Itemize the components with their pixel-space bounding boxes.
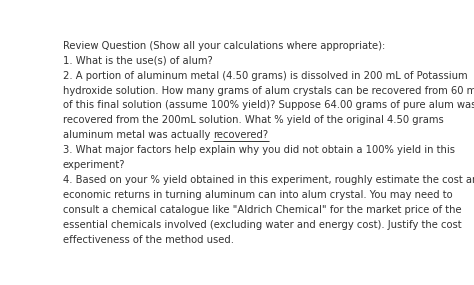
Text: consult a chemical catalogue like "Aldrich Chemical" for the market price of the: consult a chemical catalogue like "Aldri… xyxy=(63,205,462,215)
Text: recovered?: recovered? xyxy=(213,130,269,140)
Text: essential chemicals involved (excluding water and energy cost). Justify the cost: essential chemicals involved (excluding … xyxy=(63,220,462,230)
Text: 4. Based on your % yield obtained in this experiment, roughly estimate the cost : 4. Based on your % yield obtained in thi… xyxy=(63,175,474,185)
Text: Review Question (Show all your calculations where appropriate):: Review Question (Show all your calculati… xyxy=(63,41,385,51)
Text: recovered from the 200mL solution. What % yield of the original 4.50 grams: recovered from the 200mL solution. What … xyxy=(63,115,444,125)
Text: of this final solution (assume 100% yield)? Suppose 64.00 grams of pure alum was: of this final solution (assume 100% yiel… xyxy=(63,101,474,111)
Text: experiment?: experiment? xyxy=(63,160,126,170)
Text: 2. A portion of aluminum metal (4.50 grams) is dissolved in 200 mL of Potassium: 2. A portion of aluminum metal (4.50 gra… xyxy=(63,71,467,81)
Text: effectiveness of the method used.: effectiveness of the method used. xyxy=(63,235,234,245)
Text: aluminum metal was actually: aluminum metal was actually xyxy=(63,130,213,140)
Text: hydroxide solution. How many grams of alum crystals can be recovered from 60 mL: hydroxide solution. How many grams of al… xyxy=(63,86,474,95)
Text: 3. What major factors help explain why you did not obtain a 100% yield in this: 3. What major factors help explain why y… xyxy=(63,145,455,155)
Text: 1. What is the use(s) of alum?: 1. What is the use(s) of alum? xyxy=(63,56,213,66)
Text: economic returns in turning aluminum can into alum crystal. You may need to: economic returns in turning aluminum can… xyxy=(63,190,453,200)
